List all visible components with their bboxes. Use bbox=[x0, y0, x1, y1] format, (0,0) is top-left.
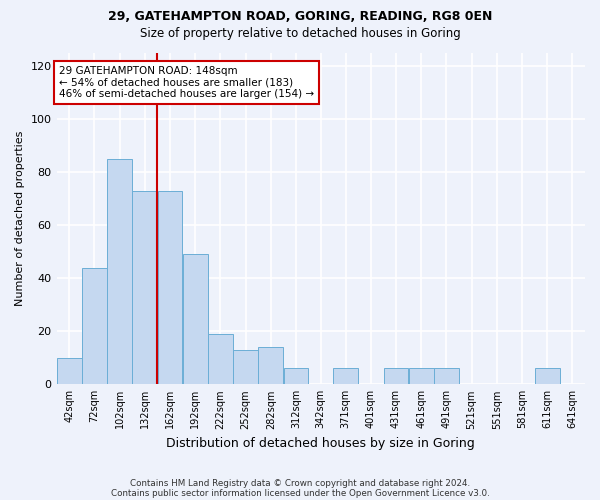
Bar bbox=[82, 268, 107, 384]
Bar bbox=[107, 158, 132, 384]
Bar bbox=[183, 254, 208, 384]
Bar bbox=[57, 358, 82, 384]
Bar bbox=[259, 347, 283, 385]
Bar bbox=[383, 368, 409, 384]
Text: Contains public sector information licensed under the Open Government Licence v3: Contains public sector information licen… bbox=[110, 488, 490, 498]
Bar bbox=[208, 334, 233, 384]
Bar bbox=[233, 350, 258, 384]
Bar bbox=[158, 190, 182, 384]
Text: 29 GATEHAMPTON ROAD: 148sqm
← 54% of detached houses are smaller (183)
46% of se: 29 GATEHAMPTON ROAD: 148sqm ← 54% of det… bbox=[59, 66, 314, 99]
Y-axis label: Number of detached properties: Number of detached properties bbox=[15, 130, 25, 306]
Text: Size of property relative to detached houses in Goring: Size of property relative to detached ho… bbox=[140, 28, 460, 40]
Text: 29, GATEHAMPTON ROAD, GORING, READING, RG8 0EN: 29, GATEHAMPTON ROAD, GORING, READING, R… bbox=[108, 10, 492, 23]
Text: Contains HM Land Registry data © Crown copyright and database right 2024.: Contains HM Land Registry data © Crown c… bbox=[130, 478, 470, 488]
Bar bbox=[409, 368, 434, 384]
X-axis label: Distribution of detached houses by size in Goring: Distribution of detached houses by size … bbox=[166, 437, 475, 450]
Bar bbox=[133, 190, 157, 384]
Bar bbox=[284, 368, 308, 384]
Bar bbox=[434, 368, 459, 384]
Bar bbox=[333, 368, 358, 384]
Bar bbox=[535, 368, 560, 384]
